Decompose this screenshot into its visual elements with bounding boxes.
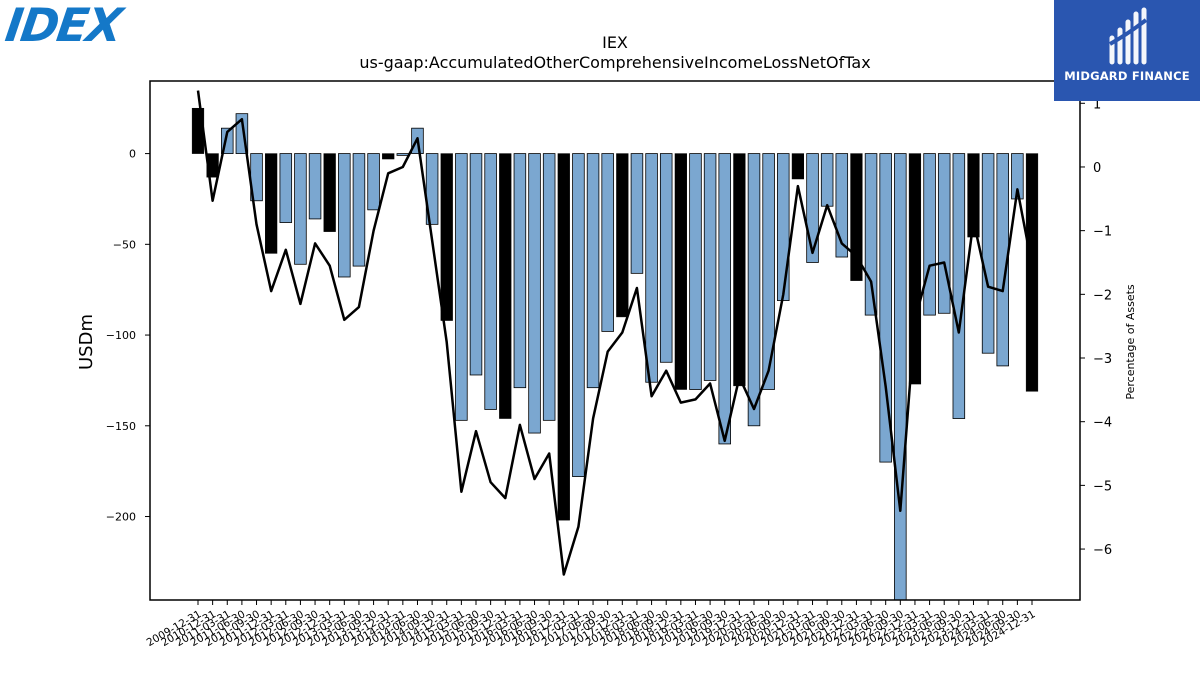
percentage-line: [196, 90, 1034, 576]
bar: [864, 153, 878, 316]
bar: [323, 153, 336, 232]
y2-tick-label: −6: [1093, 543, 1112, 558]
bar: [923, 153, 936, 316]
y-tick-label: −100: [106, 329, 136, 342]
bar: [659, 153, 673, 363]
bar: [601, 153, 614, 332]
bar: [937, 153, 951, 314]
y2-tick-label: 1: [1093, 97, 1101, 112]
bar: [572, 153, 585, 478]
chart-subtitle: us-gaap:AccumulatedOtherComprehensiveInc…: [359, 53, 870, 72]
bar: [967, 153, 980, 238]
line-series: [196, 90, 1034, 576]
bar: [1011, 153, 1024, 200]
bar: [586, 153, 600, 389]
bar: [791, 153, 804, 180]
bar: [396, 153, 410, 156]
y-tick-label: −50: [113, 238, 136, 251]
x-axis: 2009-12-312010-12-312011-03-312011-06-30…: [145, 600, 1038, 649]
bar: [908, 153, 922, 385]
idex-logo-text: IDEX: [2, 0, 124, 52]
bar: [747, 153, 761, 427]
idex-logo: IDEX: [2, 0, 160, 52]
bar: [733, 153, 746, 387]
bar: [294, 153, 307, 265]
bar: [469, 153, 483, 376]
badge-label: MIDGARD FINANCE: [1064, 69, 1190, 83]
chart-title: IEX: [602, 33, 628, 52]
bar: [674, 153, 687, 390]
bar: [235, 113, 249, 154]
bar: [996, 153, 1009, 367]
bar: [484, 153, 497, 410]
bar: [440, 153, 453, 321]
bar: [382, 153, 395, 160]
bar: [367, 153, 380, 211]
bar: [499, 153, 512, 419]
bar: [981, 153, 995, 354]
bar: [689, 153, 702, 390]
bar: [952, 153, 966, 419]
y-tick-label: −150: [106, 420, 136, 433]
midgard-finance-badge: MIDGARD FINANCE: [1054, 0, 1200, 101]
bar: [338, 153, 351, 278]
y2-tick-label: −4: [1093, 416, 1112, 431]
bar: [703, 153, 717, 381]
bar: [645, 153, 658, 383]
midgard-logo-icon: [1109, 7, 1148, 65]
bar: [352, 153, 366, 267]
bar: [718, 153, 731, 445]
bar: [265, 153, 278, 254]
bar: [542, 153, 556, 421]
bar: [1025, 153, 1039, 392]
y2-tick-label: −3: [1093, 352, 1112, 367]
bar: [879, 153, 892, 463]
bar: [513, 153, 527, 389]
y2-tick-label: −5: [1093, 479, 1112, 494]
bar: [279, 153, 293, 223]
y2-axis-label: Percentage of Assets: [1124, 284, 1137, 400]
bar: [630, 153, 644, 274]
bar: [806, 153, 819, 263]
bar: [528, 153, 541, 434]
bar: [616, 153, 629, 318]
bar: [557, 153, 570, 521]
y-tick-label: 0: [129, 148, 136, 161]
y-axis-left: 0 −50 −100 −150 −200: [106, 148, 150, 524]
bar: [455, 153, 468, 421]
bar: [894, 153, 907, 601]
bar: [221, 127, 234, 154]
bar: [425, 153, 439, 225]
y2-tick-label: −2: [1093, 288, 1112, 303]
bar: [835, 153, 849, 258]
bar-series: [191, 107, 1039, 601]
y2-tick-label: 0: [1093, 161, 1101, 176]
bar: [850, 153, 863, 281]
y2-tick-label: −1: [1093, 225, 1112, 240]
y-axis-right: 1 0 −1 −2 −3 −4 −5 −6: [1080, 97, 1112, 558]
bar: [820, 153, 834, 207]
bar: [777, 153, 790, 301]
bar: [308, 153, 322, 220]
y-tick-label: −200: [106, 511, 136, 524]
y-axis-label: USDm: [76, 314, 97, 370]
plot-area: [149, 80, 1081, 601]
bar: [762, 153, 775, 390]
